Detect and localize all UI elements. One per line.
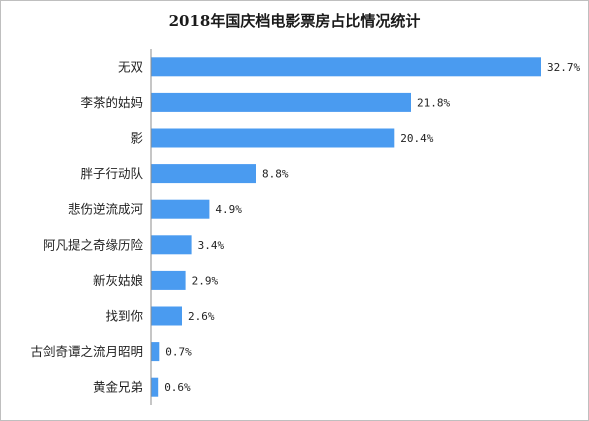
value-label-0: 32.7% — [547, 61, 580, 74]
bars-group — [151, 57, 541, 397]
value-labels-group: 32.7% 21.8% 20.4% 8.8% 4.9% 3.4% 2.9% 2.6% 0.7% 0… — [164, 61, 580, 394]
chart-title: 2018年国庆档电影票房占比情况统计 — [168, 12, 421, 30]
category-label-6: 新灰姑娘 — [93, 273, 144, 288]
bar-1 — [151, 92, 411, 112]
category-label-2: 影 — [130, 131, 143, 146]
category-label-5: 阿凡提之奇缘历险 — [43, 237, 144, 252]
category-labels-group: 无双李茶的姑妈影胖子行动队悲伤逆流成河阿凡提之奇缘历险新灰姑娘找到你古剑奇谭之流… — [30, 59, 143, 394]
category-label-1: 李茶的姑妈 — [80, 95, 143, 110]
bar-0 — [151, 57, 541, 77]
bar-8 — [151, 342, 160, 362]
category-label-8: 古剑奇谭之流月昭明 — [30, 344, 143, 359]
bar-9 — [151, 377, 159, 397]
bar-2 — [151, 128, 395, 148]
category-label-7: 找到你 — [105, 309, 143, 324]
category-label-3: 胖子行动队 — [80, 166, 143, 181]
bar-4 — [151, 199, 210, 219]
value-label-8: 0.7% — [165, 346, 192, 359]
value-label-7: 2.6% — [188, 310, 215, 323]
value-label-2: 20.4% — [400, 132, 433, 145]
bar-3 — [151, 164, 256, 184]
value-label-1: 21.8% — [417, 96, 450, 109]
value-label-9: 0.6% — [164, 381, 191, 394]
bar-6 — [151, 270, 186, 290]
value-label-5: 3.4% — [198, 239, 225, 252]
bar-5 — [151, 235, 192, 255]
value-label-3: 8.8% — [262, 168, 289, 181]
bar-7 — [151, 306, 182, 326]
category-label-4: 悲伤逆流成河 — [68, 202, 144, 217]
category-label-0: 无双 — [118, 59, 144, 74]
value-label-6: 2.9% — [192, 274, 219, 287]
category-label-9: 黄金兄弟 — [93, 380, 143, 395]
value-label-4: 4.9% — [215, 203, 242, 216]
